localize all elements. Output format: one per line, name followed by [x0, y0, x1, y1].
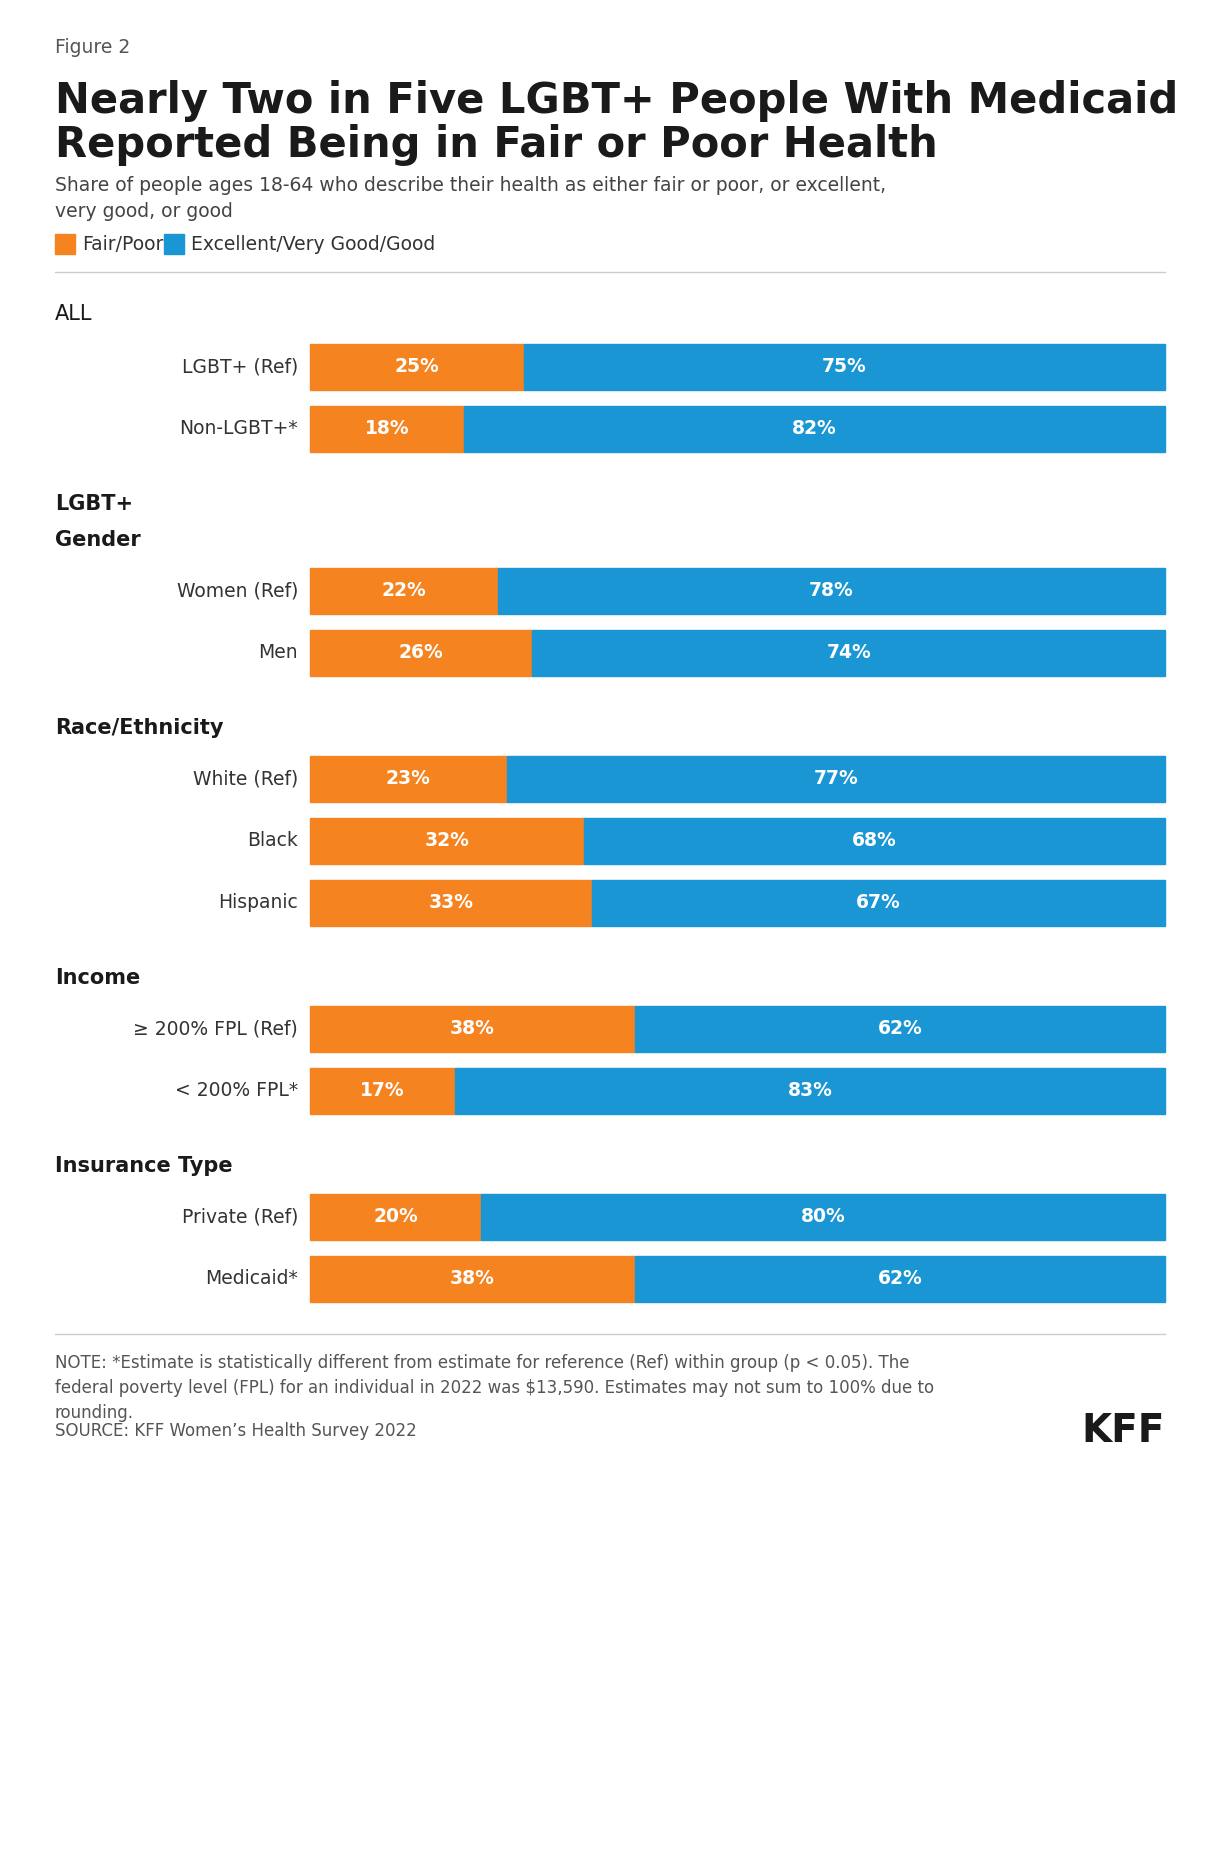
Text: 77%: 77% [814, 769, 858, 789]
Text: Men: Men [259, 644, 298, 662]
Bar [310, 756, 506, 802]
Text: White (Ref): White (Ref) [193, 769, 298, 789]
Text: 67%: 67% [856, 894, 900, 912]
Bar [634, 1256, 1165, 1302]
Text: Income: Income [55, 968, 140, 987]
Text: Excellent/Very Good/Good: Excellent/Very Good/Good [192, 235, 436, 254]
Text: Black: Black [248, 832, 298, 851]
Text: 38%: 38% [450, 1269, 495, 1289]
Text: LGBT+: LGBT+ [55, 494, 133, 513]
Bar [464, 407, 1165, 452]
Text: 22%: 22% [382, 582, 427, 601]
Text: 17%: 17% [360, 1082, 405, 1101]
Text: Fair/Poor: Fair/Poor [82, 235, 163, 254]
Text: 80%: 80% [800, 1207, 845, 1226]
Bar [592, 881, 1165, 926]
Text: 33%: 33% [428, 894, 473, 912]
Text: Figure 2: Figure 2 [55, 37, 131, 58]
Text: ALL: ALL [55, 304, 93, 325]
Text: 62%: 62% [877, 1269, 922, 1289]
Bar [481, 1194, 1165, 1241]
Bar [163, 233, 184, 254]
Text: 18%: 18% [365, 420, 409, 439]
Text: 68%: 68% [852, 832, 897, 851]
Bar [310, 1194, 481, 1241]
Text: Hispanic: Hispanic [218, 894, 298, 912]
Text: NOTE: *Estimate is statistically different from estimate for reference (Ref) wit: NOTE: *Estimate is statistically differe… [55, 1355, 935, 1422]
Text: Private (Ref): Private (Ref) [182, 1207, 298, 1226]
Text: Nearly Two in Five LGBT+ People With Medicaid: Nearly Two in Five LGBT+ People With Med… [55, 80, 1179, 121]
Text: 32%: 32% [425, 832, 470, 851]
Text: 25%: 25% [394, 358, 439, 377]
Bar [310, 1006, 634, 1052]
Text: ≥ 200% FPL (Ref): ≥ 200% FPL (Ref) [133, 1019, 298, 1039]
Bar [310, 407, 464, 452]
Text: Reported Being in Fair or Poor Health: Reported Being in Fair or Poor Health [55, 123, 938, 166]
Text: 75%: 75% [822, 358, 866, 377]
Bar [310, 631, 532, 675]
Text: Women (Ref): Women (Ref) [177, 582, 298, 601]
Text: SOURCE: KFF Women’s Health Survey 2022: SOURCE: KFF Women’s Health Survey 2022 [55, 1422, 417, 1441]
Bar [310, 343, 523, 390]
Text: 62%: 62% [877, 1019, 922, 1039]
Text: Race/Ethnicity: Race/Ethnicity [55, 718, 223, 737]
Bar [455, 1067, 1165, 1114]
Text: 83%: 83% [788, 1082, 832, 1101]
Text: 23%: 23% [386, 769, 431, 789]
Text: 78%: 78% [809, 582, 854, 601]
Text: 82%: 82% [792, 420, 837, 439]
Text: Gender: Gender [55, 530, 140, 550]
Text: Share of people ages 18-64 who describe their health as either fair or poor, or : Share of people ages 18-64 who describe … [55, 175, 886, 220]
Text: Medicaid*: Medicaid* [205, 1269, 298, 1289]
Bar [310, 881, 592, 926]
Bar [532, 631, 1165, 675]
Bar [498, 567, 1165, 614]
Bar [55, 233, 74, 254]
Text: KFF: KFF [1082, 1413, 1165, 1450]
Bar [310, 567, 498, 614]
Text: LGBT+ (Ref): LGBT+ (Ref) [182, 358, 298, 377]
Bar [506, 756, 1165, 802]
Bar [523, 343, 1165, 390]
Text: 74%: 74% [826, 644, 871, 662]
Bar [310, 1256, 634, 1302]
Text: 26%: 26% [399, 644, 444, 662]
Bar [310, 1067, 455, 1114]
Bar [310, 817, 583, 864]
Text: 38%: 38% [450, 1019, 495, 1039]
Bar [634, 1006, 1165, 1052]
Text: < 200% FPL*: < 200% FPL* [174, 1082, 298, 1101]
Text: Non-LGBT+*: Non-LGBT+* [179, 420, 298, 439]
Bar [583, 817, 1165, 864]
Text: 20%: 20% [373, 1207, 418, 1226]
Text: Insurance Type: Insurance Type [55, 1157, 233, 1176]
